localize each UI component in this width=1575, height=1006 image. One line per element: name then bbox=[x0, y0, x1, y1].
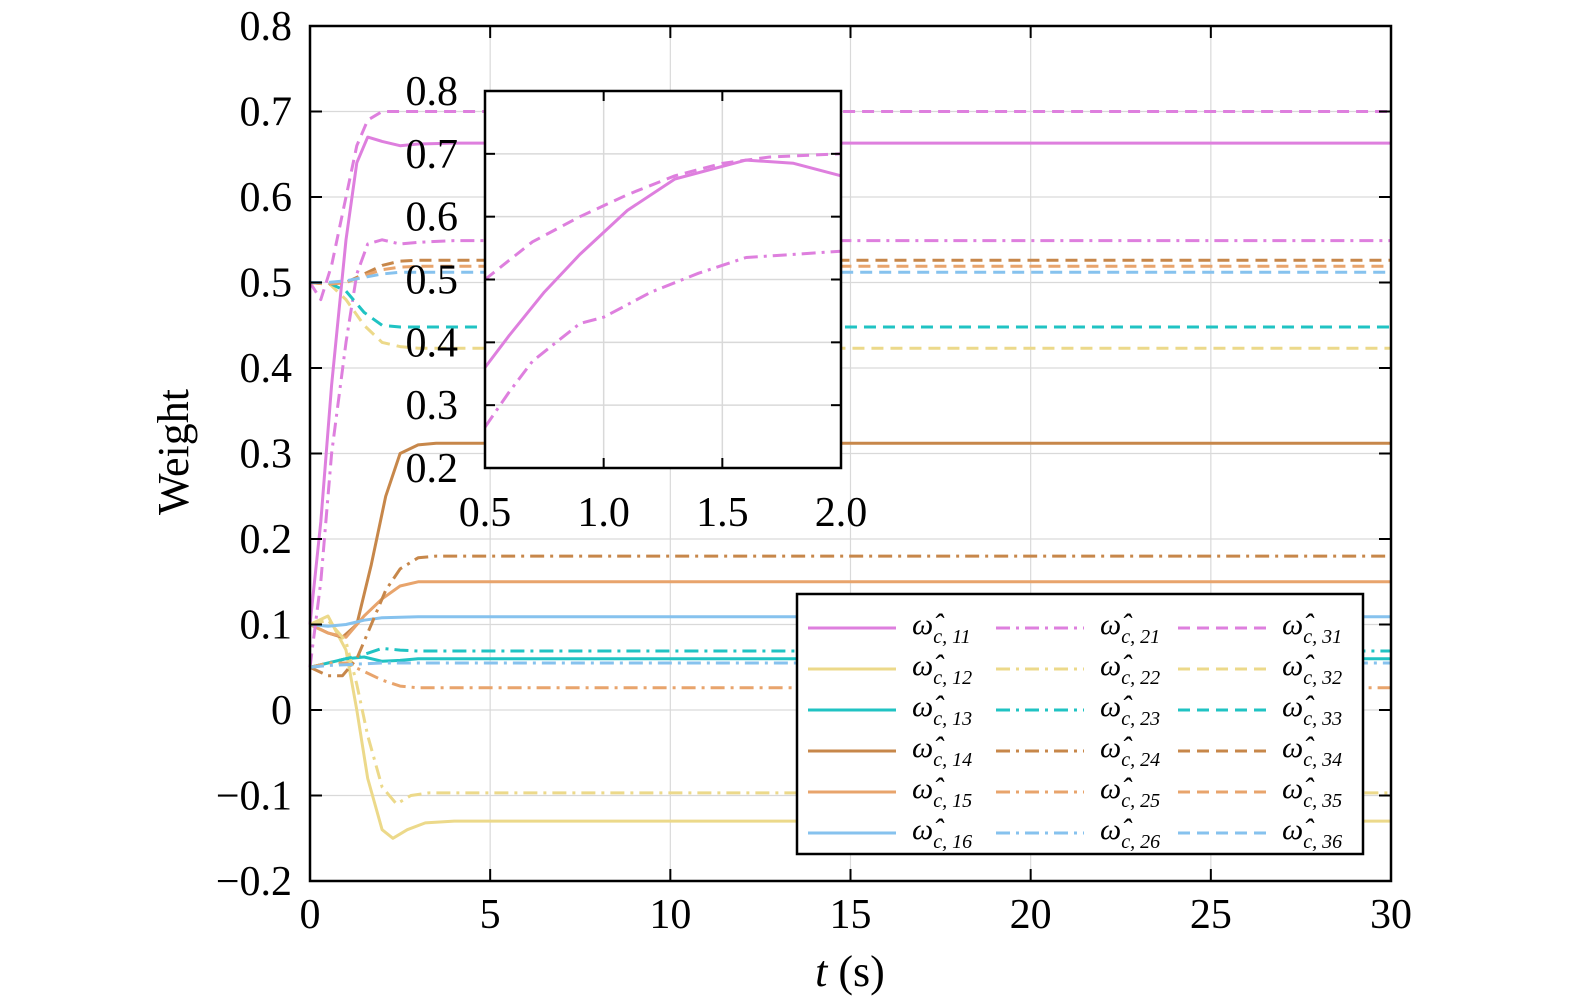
inset-y-tick-label: 0.6 bbox=[406, 195, 459, 241]
legend-subscript: c, 22 bbox=[1121, 667, 1160, 689]
inset-frame bbox=[483, 89, 843, 470]
x-tick-label: 15 bbox=[830, 892, 872, 938]
inset-series-lines bbox=[483, 152, 842, 429]
inset-y-tick-label: 0.8 bbox=[406, 69, 459, 115]
legend-subscript: c, 35 bbox=[1303, 790, 1342, 812]
inset-y-tick-label: 0.3 bbox=[406, 383, 459, 429]
y-tick-label: −0.2 bbox=[216, 859, 292, 905]
inset-y-tick-label: 0.4 bbox=[406, 320, 459, 366]
main-series-lines bbox=[308, 110, 1391, 840]
x-tick-label: 20 bbox=[1010, 892, 1052, 938]
inset-series-line-11 bbox=[483, 158, 842, 369]
legend-subscript: c, 11 bbox=[933, 626, 970, 648]
y-tick-label: 0.8 bbox=[240, 4, 293, 50]
x-tick-label: 25 bbox=[1190, 892, 1232, 938]
legend-subscript: c, 12 bbox=[933, 667, 972, 689]
y-tick-label: 0.6 bbox=[240, 175, 293, 221]
y-tick-label: 0.3 bbox=[240, 432, 293, 478]
x-tick-label: 10 bbox=[649, 892, 691, 938]
y-tick-label: 0.7 bbox=[240, 90, 293, 136]
legend: ω̂c, 11ω̂c, 12ω̂c, 13ω̂c, 14ω̂c, 15ω̂c, … bbox=[795, 592, 1365, 856]
legend-subscript: c, 25 bbox=[1121, 790, 1160, 812]
series-line-16 bbox=[309, 615, 1391, 628]
x-axis-label: t (s) bbox=[815, 947, 885, 996]
inset-x-tick-label: 1.5 bbox=[696, 490, 749, 536]
legend-subscript: c, 21 bbox=[1121, 626, 1160, 648]
legend-subscript: c, 23 bbox=[1121, 708, 1160, 730]
series-line-25 bbox=[309, 661, 1391, 690]
y-tick-label: 0.4 bbox=[240, 346, 293, 392]
series-line-11 bbox=[308, 135, 1391, 625]
series-line-21 bbox=[308, 238, 1391, 668]
y-axis-label: Weight bbox=[149, 389, 198, 515]
inset-zoom-plot: 0.5 1.0 1.5 2.0 0.2 0.3 0.4 0.5 0.6 0.7 0.8 bbox=[406, 69, 868, 536]
main-plot-frame bbox=[308, 24, 1393, 883]
series-line-12 bbox=[309, 614, 1391, 840]
inset-x-tick-label: 1.0 bbox=[577, 490, 630, 536]
legend-subscript: c, 13 bbox=[933, 708, 972, 730]
y-tick-label: 0 bbox=[271, 688, 292, 734]
series-line-35 bbox=[309, 264, 1391, 286]
legend-subscript: c, 36 bbox=[1303, 831, 1342, 853]
inset-x-tick-label: 2.0 bbox=[815, 490, 868, 536]
series-line-36 bbox=[310, 270, 1391, 284]
y-tick-label: −0.1 bbox=[216, 774, 292, 820]
y-tick-label: 0.1 bbox=[240, 603, 293, 649]
y-tick-label: 0.2 bbox=[240, 517, 293, 563]
y-tick-label: 0.5 bbox=[240, 261, 293, 307]
series-line-22 bbox=[309, 618, 1391, 806]
legend-box bbox=[795, 592, 1365, 856]
legend-subscript: c, 26 bbox=[1121, 831, 1160, 853]
inset-y-tick-label: 0.2 bbox=[406, 446, 459, 492]
legend-subscript: c, 34 bbox=[1303, 749, 1342, 771]
series-line-24 bbox=[309, 554, 1391, 678]
x-tick-label: 5 bbox=[480, 892, 501, 938]
legend-subscript: c, 24 bbox=[1121, 749, 1160, 771]
series-line-31 bbox=[308, 110, 1391, 302]
x-tick-label: 30 bbox=[1370, 892, 1412, 938]
inset-grid bbox=[485, 91, 841, 468]
legend-subscript: c, 15 bbox=[933, 790, 972, 812]
series-line-15 bbox=[309, 580, 1391, 639]
inset-y-tick-label: 0.7 bbox=[406, 132, 459, 178]
legend-label-21: ω̂c, 21 bbox=[1100, 608, 1160, 648]
x-axis-variable: t bbox=[815, 947, 829, 996]
x-tick-label: 0 bbox=[300, 892, 321, 938]
legend-subscript: c, 32 bbox=[1303, 667, 1342, 689]
legend-subscript: c, 16 bbox=[933, 831, 972, 853]
legend-subscript: c, 33 bbox=[1303, 708, 1342, 730]
legend-label-25: ω̂c, 25 bbox=[1100, 772, 1160, 812]
inset-y-tick-label: 0.5 bbox=[406, 258, 459, 304]
inset-tick-labels: 0.5 1.0 1.5 2.0 0.2 0.3 0.4 0.5 0.6 0.7 0.8 bbox=[406, 69, 868, 536]
inset-x-tick-label: 0.5 bbox=[459, 490, 512, 536]
series-line-26 bbox=[309, 661, 1391, 669]
x-axis-unit: (s) bbox=[827, 947, 884, 996]
inset-series-line-21 bbox=[483, 249, 842, 429]
legend-subscript: c, 14 bbox=[933, 749, 972, 771]
legend-subscript: c, 31 bbox=[1303, 626, 1342, 648]
main-tick-labels: 0 5 10 15 20 25 30−0.2−0.100.10.20.30.40.50.60… bbox=[216, 4, 1412, 938]
inset-series-line-31 bbox=[484, 152, 842, 281]
